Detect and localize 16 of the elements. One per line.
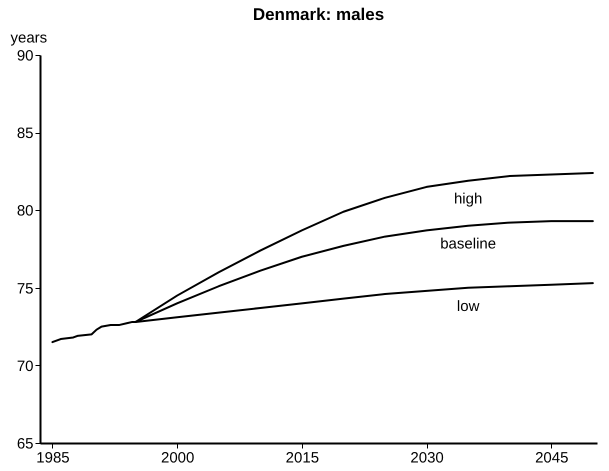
x-tick-label: 1985 [36, 450, 70, 466]
y-tick-label: 85 [16, 125, 34, 142]
y-tick-label: 80 [16, 202, 34, 220]
series-label: baseline [440, 236, 496, 253]
y-tick-label: 70 [16, 358, 34, 375]
series-label: high [454, 190, 482, 208]
x-tick-label: 2015 [286, 450, 320, 466]
y-tick-label: 75 [16, 280, 34, 298]
x-tick-label: 2045 [535, 450, 568, 466]
y-tick-label: 65 [16, 436, 34, 452]
chart-title: Denmark: males [252, 5, 384, 24]
x-tick-label: 2000 [160, 450, 194, 466]
x-tick-label: 2030 [410, 450, 444, 466]
y-tick-label: 90 [16, 48, 34, 64]
y-axis-title: years [10, 30, 48, 46]
series-label: low [456, 298, 480, 315]
